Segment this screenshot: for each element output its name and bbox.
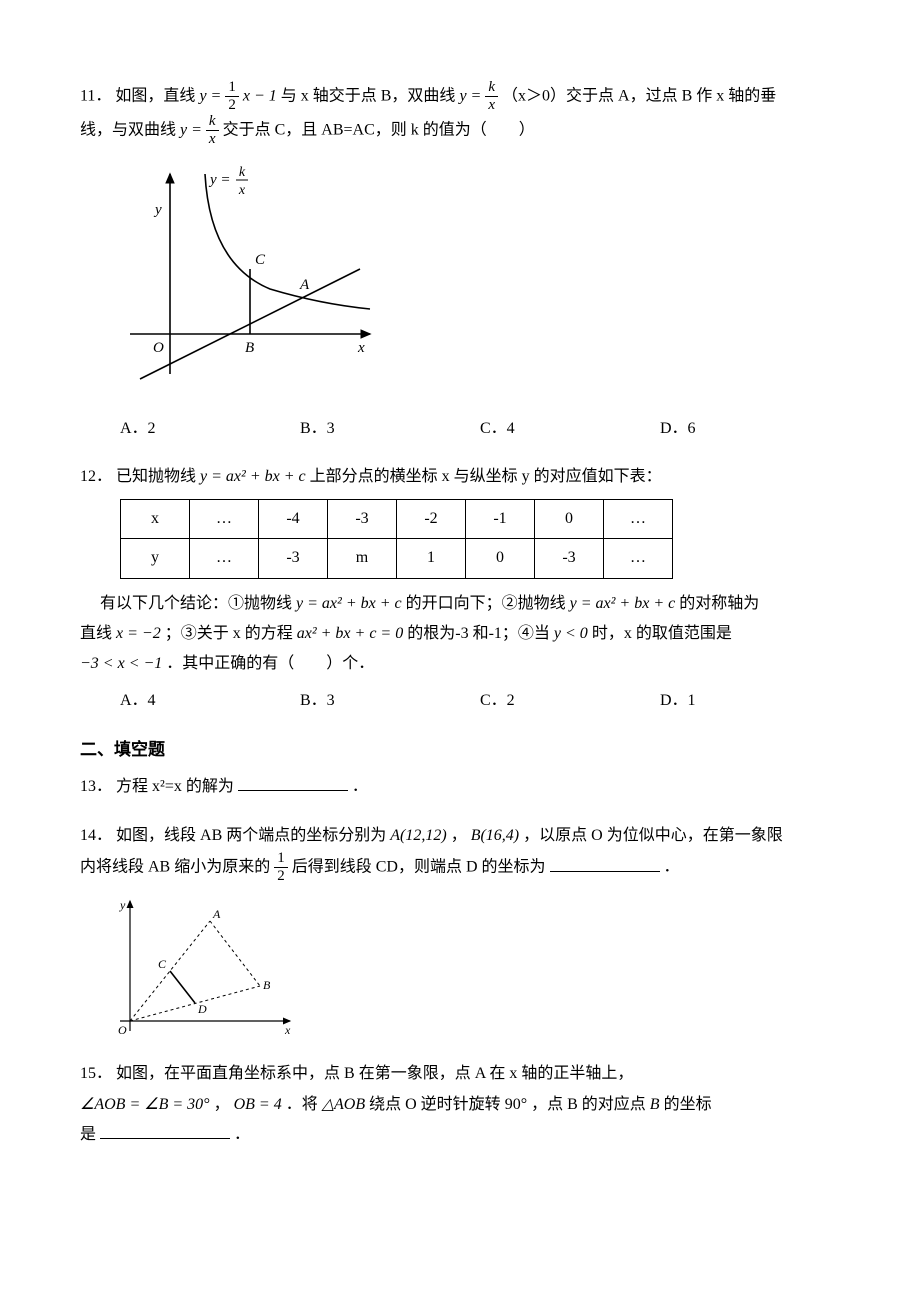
svg-text:y: y (119, 898, 126, 912)
q12-options: A．4 B．3 C．2 D．1 (120, 686, 840, 716)
option-c: C．4 (480, 414, 660, 444)
eq-lhs: y = (459, 88, 481, 105)
text: 线，与双曲线 (80, 122, 176, 139)
question-13: 13． 方程 x²=x 的解为 ． (80, 772, 840, 802)
q14-number: 14． (80, 827, 112, 844)
text: 如图，线段 AB 两个端点的坐标分别为 (116, 827, 386, 844)
option-a: A．2 (120, 414, 300, 444)
q12-conclusions: 有以下几个结论：①抛物线 y = ax² + bx + c 的开口向下；②抛物线… (100, 589, 840, 619)
option-a: A．4 (120, 686, 300, 716)
fraction: 1 2 (274, 850, 288, 884)
text: 上部分点的横坐标 x 与纵坐标 y 的对应值如下表： (310, 468, 662, 485)
question-11: 11． 如图，直线 y = 1 2 x − 1 与 x 轴交于点 B，双曲线 y… (80, 80, 840, 444)
q11-svg: y x O B C A y = k x (110, 154, 390, 404)
q12-line2: 直线 x = −2 ；③关于 x 的方程 ax² + bx + c = 0 的根… (80, 619, 840, 649)
eq-rest: x − 1 (243, 88, 277, 105)
svg-text:C: C (255, 252, 266, 268)
q11-options: A．2 B．3 C．4 D．6 (120, 414, 840, 444)
table-row: y … -3 m 1 0 -3 … (121, 539, 673, 578)
svg-text:x: x (284, 1023, 291, 1037)
q12-table: x … -4 -3 -2 -1 0 … y … -3 m 1 0 -3 … (120, 499, 673, 579)
text: （x＞0）交于点 A，过点 B 作 x 轴的垂 (502, 88, 776, 105)
svg-text:A: A (212, 907, 221, 921)
q11-number: 11． (80, 88, 111, 105)
text: 与 x 轴交于点 B，双曲线 (281, 88, 456, 105)
eq-lhs: y = (199, 88, 221, 105)
fraction: 1 2 (225, 79, 239, 113)
option-c: C．2 (480, 686, 660, 716)
q14-figure: y x O A B C D (110, 891, 840, 1041)
eq-lhs: y = (180, 122, 202, 139)
question-14: 14． 如图，线段 AB 两个端点的坐标分别为 A(12,12) ， B(16,… (80, 821, 840, 1041)
svg-text:x: x (357, 340, 365, 356)
q14-svg: y x O A B C D (110, 891, 300, 1041)
q12-line3: −3 < x < −1 ．其中正确的有（ ）个． (80, 649, 840, 679)
text: 交于点 C，且 AB=AC，则 k 的值为（ ） (223, 122, 535, 139)
text: 方程 x²=x 的解为 (116, 778, 234, 795)
q15-number: 15． (80, 1065, 112, 1082)
option-b: B．3 (300, 414, 480, 444)
text: 如图，直线 (115, 88, 195, 105)
blank-input[interactable] (238, 778, 348, 792)
svg-text:y =: y = (208, 172, 231, 188)
svg-text:C: C (158, 957, 167, 971)
section-2-heading: 二、填空题 (80, 734, 840, 766)
svg-text:k: k (239, 165, 246, 180)
svg-text:y: y (153, 202, 162, 218)
q12-number: 12． (80, 468, 112, 485)
eq: y = ax² + bx + c (200, 468, 306, 485)
svg-text:D: D (197, 1002, 207, 1016)
q11-figure: y x O B C A y = k x (110, 154, 840, 404)
blank-input[interactable] (550, 858, 660, 872)
blank-input[interactable] (100, 1125, 230, 1139)
text: 如图，在平面直角坐标系中，点 B 在第一象限，点 A 在 x 轴的正半轴上， (116, 1065, 633, 1082)
option-b: B．3 (300, 686, 480, 716)
svg-text:O: O (153, 340, 164, 356)
svg-text:B: B (245, 340, 254, 356)
fraction: k x (206, 113, 219, 147)
svg-text:A: A (299, 277, 310, 293)
option-d: D．1 (660, 686, 840, 716)
svg-text:x: x (238, 183, 246, 198)
svg-text:B: B (263, 978, 271, 992)
text: 已知抛物线 (116, 468, 196, 485)
option-d: D．6 (660, 414, 840, 444)
fraction: k x (485, 79, 498, 113)
q13-number: 13． (80, 778, 112, 795)
table-row: x … -4 -3 -2 -1 0 … (121, 499, 673, 538)
question-15: 15． 如图，在平面直角坐标系中，点 B 在第一象限，点 A 在 x 轴的正半轴… (80, 1059, 840, 1150)
question-12: 12． 已知抛物线 y = ax² + bx + c 上部分点的横坐标 x 与纵… (80, 462, 840, 716)
svg-text:O: O (118, 1023, 127, 1037)
